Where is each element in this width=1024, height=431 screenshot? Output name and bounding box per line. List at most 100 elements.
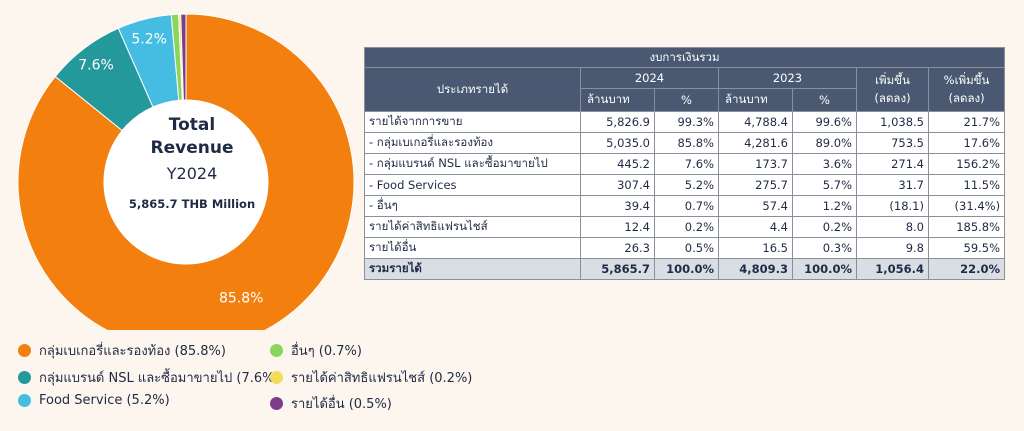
cell-change: 8.0 <box>856 216 929 238</box>
center-title-line2: Revenue <box>151 138 234 158</box>
cell-item: - Food Services <box>364 174 581 196</box>
cell-2023-pct: 100.0% <box>792 258 857 280</box>
header-unit-pct-2024: % <box>654 88 719 112</box>
cell-item: รายได้อื่น <box>364 237 581 259</box>
table-row: - กลุ่มแบรนด์ NSL และซื้อมาขายไป 445.2 7.6… <box>364 153 1006 175</box>
table-total-row: รวมรายได้ 5,865.7 100.0% 4,809.3 100.0% 1,056… <box>364 258 1006 280</box>
cell-2024-value: 5,826.9 <box>580 111 655 133</box>
cell-2023-value: 57.4 <box>718 195 793 217</box>
table-row: - Food Services 307.4 5.2% 275.7 5.7% 31.7 11.… <box>364 174 1006 196</box>
legend-label: รายได้ค่าสิทธิแฟรนไชส์ (0.2%) <box>291 371 473 386</box>
cell-2024-value: 307.4 <box>580 174 655 196</box>
cell-change-pct: 156.2% <box>927 153 1006 175</box>
slice-data-label: 85.8% <box>219 290 263 306</box>
header-revenue-type: ประเภทรายได้ <box>364 67 581 112</box>
cell-change-pct: 11.5% <box>927 174 1006 196</box>
header-unit-mb-2023: ล้านบาท <box>718 88 793 112</box>
header-increase: เพิ่มขึ้น (ลดลง) <box>856 67 929 112</box>
header-increase-line1: เพิ่มขึ้น <box>875 72 910 87</box>
cell-2024-pct: 0.7% <box>654 195 719 217</box>
cell-item: - อื่นๆ <box>364 195 581 217</box>
header-increase-pct: %เพิ่มขึ้น (ลดลง) <box>927 67 1006 112</box>
cell-2024-pct: 7.6% <box>654 153 719 175</box>
cell-2024-value: 26.3 <box>580 237 655 259</box>
cell-2023-value: 4,788.4 <box>718 111 793 133</box>
legend-label: รายได้อื่น (0.5%) <box>291 397 392 412</box>
cell-change: 271.4 <box>856 153 929 175</box>
cell-item: - กลุ่มเบเกอรี่และรองท้อง <box>364 132 581 154</box>
header-year-2023: 2023 <box>718 67 857 89</box>
legend-item: กลุ่มแบรนด์ NSL และซื้อมาขายไป (7.6%) <box>18 367 280 388</box>
cell-2023-value: 4.4 <box>718 216 793 238</box>
header-year-2024: 2024 <box>580 67 719 89</box>
center-total-value: 5,865.7 THB Million <box>129 197 255 211</box>
center-year: Y2024 <box>166 164 218 183</box>
legend-label: อื่นๆ (0.7%) <box>291 344 362 359</box>
legend-swatch <box>270 371 283 384</box>
cell-item: รายได้จากการขาย <box>364 111 581 133</box>
legend-label: Food Service (5.2%) <box>39 393 170 408</box>
cell-2024-value: 39.4 <box>580 195 655 217</box>
cell-change-pct: 22.0% <box>927 258 1006 280</box>
cell-2024-value: 445.2 <box>580 153 655 175</box>
cell-2024-pct: 0.2% <box>654 216 719 238</box>
cell-2024-value: 5,865.7 <box>580 258 655 280</box>
cell-change: 1,038.5 <box>856 111 929 133</box>
legend-label: กลุ่มแบรนด์ NSL และซื้อมาขายไป (7.6%) <box>39 371 280 386</box>
cell-2023-value: 4,809.3 <box>718 258 793 280</box>
legend-item: อื่นๆ (0.7%) <box>270 340 362 361</box>
cell-2023-pct: 0.3% <box>792 237 857 259</box>
header-unit-mb-2024: ล้านบาท <box>580 88 655 112</box>
header-increase-pct-line1: %เพิ่มขึ้น <box>943 72 990 87</box>
table-row: รายได้อื่น 26.3 0.5% 16.5 0.3% 9.8 59.5% <box>364 237 1006 259</box>
cell-2024-pct: 5.2% <box>654 174 719 196</box>
cell-change: 9.8 <box>856 237 929 259</box>
legend-item: กลุ่มเบเกอรี่และรองท้อง (85.8%) <box>18 340 226 361</box>
cell-change: 1,056.4 <box>856 258 929 280</box>
cell-change-pct: 185.8% <box>927 216 1006 238</box>
cell-item: รายได้ค่าสิทธิแฟรนไชส์ <box>364 216 581 238</box>
cell-change: 753.5 <box>856 132 929 154</box>
legend-item: รายได้ค่าสิทธิแฟรนไชส์ (0.2%) <box>270 367 472 388</box>
legend-swatch <box>18 394 31 407</box>
legend-label: กลุ่มเบเกอรี่และรองท้อง (85.8%) <box>39 344 226 359</box>
cell-2024-value: 12.4 <box>580 216 655 238</box>
cell-2023-value: 4,281.6 <box>718 132 793 154</box>
slice-data-label: 5.2% <box>131 32 167 48</box>
cell-2023-pct: 0.2% <box>792 216 857 238</box>
header-increase-pct-line2: (ลดลง) <box>948 90 985 105</box>
cell-2023-pct: 1.2% <box>792 195 857 217</box>
cell-2023-pct: 89.0% <box>792 132 857 154</box>
table-title: งบการเงินรวม <box>363 47 1006 68</box>
table-row: - กลุ่มเบเกอรี่และรองท้อง 5,035.0 85.8% 4,2… <box>364 132 1006 154</box>
cell-2024-value: 5,035.0 <box>580 132 655 154</box>
cell-2023-value: 275.7 <box>718 174 793 196</box>
cell-change-pct: 21.7% <box>927 111 1006 133</box>
legend-item: รายได้อื่น (0.5%) <box>270 393 392 414</box>
slice-data-label: 7.6% <box>78 57 114 73</box>
cell-change: 31.7 <box>856 174 929 196</box>
donut-center <box>104 100 268 264</box>
cell-2024-pct: 85.8% <box>654 132 719 154</box>
cell-change-pct: 59.5% <box>927 237 1006 259</box>
cell-item: - กลุ่มแบรนด์ NSL และซื้อมาขายไป <box>364 153 581 175</box>
cell-2023-pct: 99.6% <box>792 111 857 133</box>
cell-change-pct: 17.6% <box>927 132 1006 154</box>
legend-swatch <box>270 344 283 357</box>
table-row: รายได้จากการขาย 5,826.9 99.3% 4,788.4 99.6% 1… <box>364 111 1006 133</box>
cell-2024-pct: 99.3% <box>654 111 719 133</box>
cell-2023-value: 173.7 <box>718 153 793 175</box>
cell-2023-pct: 5.7% <box>792 174 857 196</box>
cell-item: รวมรายได้ <box>364 258 581 280</box>
legend-swatch <box>270 397 283 410</box>
table-row: - อื่นๆ 39.4 0.7% 57.4 1.2% (18.1) (31.4%) <box>364 195 1006 217</box>
cell-change: (18.1) <box>856 195 929 217</box>
cell-2023-pct: 3.6% <box>792 153 857 175</box>
revenue-donut-chart: 85.8% 7.6% 5.2% Total Revenue Y2024 5,865.7 TH… <box>17 13 355 330</box>
header-unit-pct-2023: % <box>792 88 857 112</box>
cell-2024-pct: 100.0% <box>654 258 719 280</box>
cell-2024-pct: 0.5% <box>654 237 719 259</box>
legend-item: Food Service (5.2%) <box>18 393 170 408</box>
legend-swatch <box>18 344 31 357</box>
table-row: รายได้ค่าสิทธิแฟรนไชส์ 12.4 0.2% 4.4 0.2% 8.0… <box>364 216 1006 238</box>
